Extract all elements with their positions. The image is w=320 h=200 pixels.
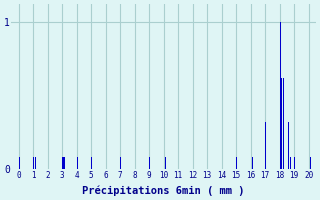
Bar: [280, 22, 281, 169]
Bar: [281, 78, 282, 169]
Bar: [286, 103, 287, 169]
Bar: [64, 157, 65, 169]
Bar: [310, 157, 311, 169]
Bar: [19, 157, 20, 169]
Bar: [120, 157, 121, 169]
Bar: [91, 157, 92, 169]
Bar: [252, 157, 253, 169]
Bar: [283, 78, 284, 169]
Bar: [290, 157, 291, 169]
Bar: [149, 157, 150, 169]
Bar: [265, 122, 266, 169]
Bar: [62, 157, 64, 169]
Bar: [165, 157, 166, 169]
X-axis label: Précipitations 6min ( mm ): Précipitations 6min ( mm ): [82, 185, 245, 196]
Bar: [308, 157, 309, 169]
Bar: [77, 157, 78, 169]
Bar: [33, 157, 34, 169]
Bar: [267, 157, 268, 169]
Bar: [35, 157, 36, 169]
Bar: [122, 157, 123, 169]
Bar: [294, 157, 295, 169]
Bar: [288, 122, 289, 169]
Bar: [236, 157, 237, 169]
Bar: [268, 157, 269, 169]
